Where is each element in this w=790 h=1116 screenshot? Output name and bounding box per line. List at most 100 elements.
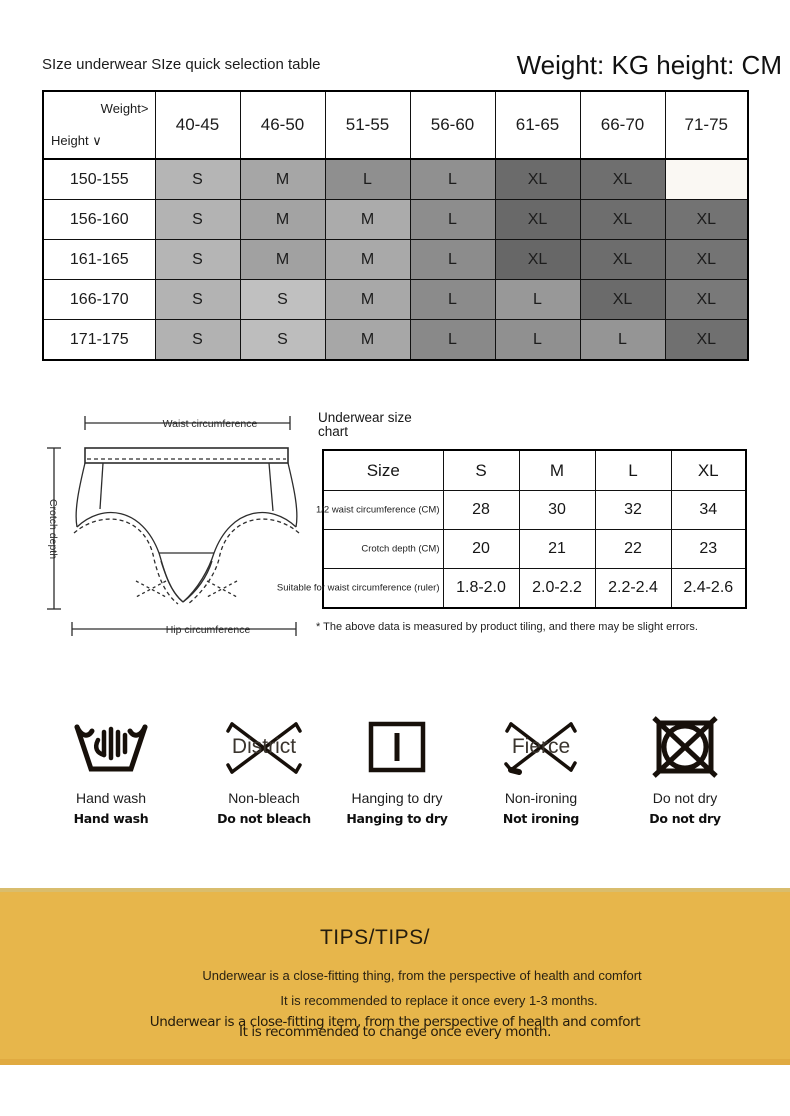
height-row-header: 171-175 bbox=[42, 319, 156, 361]
size-cell: XL bbox=[579, 239, 666, 280]
size-cell: M bbox=[239, 239, 326, 280]
size-cell: L bbox=[494, 319, 581, 361]
size-chart-row: 1/2 waist circumference (CM) 28 30 32 34 bbox=[316, 490, 747, 530]
table-row: 171-175 S S M L L L XL bbox=[42, 319, 749, 361]
size-cell: M bbox=[324, 199, 411, 240]
size-chart-row: Suitable for waist circumference (ruler)… bbox=[277, 568, 747, 609]
size-cell: M bbox=[324, 239, 411, 280]
care-item-no-iron: Fierce Non-ironing Not ironing bbox=[466, 712, 616, 826]
chart-value: 21 bbox=[518, 529, 596, 569]
underwear-measurement-diagram: Waist circumference Crotch depth Hip cir… bbox=[47, 416, 300, 636]
care-label: Hanging to dry bbox=[351, 790, 443, 806]
chart-value: 28 bbox=[442, 490, 520, 530]
size-chart-header: M bbox=[518, 449, 596, 491]
size-cell: M bbox=[324, 319, 411, 361]
care-instructions-row: Hand wash Hand wash District Non-bleach … bbox=[0, 712, 790, 842]
waist-circumference-label: Waist circumference bbox=[163, 418, 258, 430]
height-row-header: 161-165 bbox=[42, 239, 156, 280]
weight-col-header: 71-75 bbox=[664, 90, 749, 160]
size-cell: S bbox=[239, 319, 326, 361]
tips-line: It is recommended to replace it once eve… bbox=[280, 993, 598, 1008]
tips-line: It is recommended to change once every m… bbox=[239, 1024, 551, 1040]
hip-circumference-label: Hip circumference bbox=[166, 624, 251, 636]
weight-col-header: 40-45 bbox=[154, 90, 241, 160]
size-cell: M bbox=[324, 279, 411, 320]
care-label-bold: Hand wash bbox=[73, 811, 149, 826]
size-cell: XL bbox=[664, 199, 749, 240]
chart-value: 20 bbox=[442, 529, 520, 569]
size-chart-table: Size S M L XL 1/2 waist circumference (C… bbox=[277, 449, 747, 609]
height-row-header: 166-170 bbox=[42, 279, 156, 320]
size-cell: XL bbox=[494, 158, 581, 200]
icon-overlay-text: Fierce bbox=[511, 735, 571, 759]
care-item-hand-wash: Hand wash Hand wash bbox=[36, 712, 186, 826]
size-cell: S bbox=[154, 158, 241, 200]
tips-banner: TIPS/TIPS/ Underwear is a close-fitting … bbox=[0, 888, 790, 1065]
corner-height-label: Height ∨ bbox=[51, 133, 102, 148]
size-cell: XL bbox=[664, 239, 749, 280]
size-cell: XL bbox=[579, 158, 666, 200]
table-row: 156-160 S M M L XL XL XL bbox=[42, 199, 749, 240]
care-item-do-not-dry: Do not dry Do not dry bbox=[610, 712, 760, 826]
size-chart-header-row: Size S M L XL bbox=[322, 449, 747, 491]
size-chart-title: Underwear size chart bbox=[318, 410, 412, 439]
size-cell: S bbox=[239, 279, 326, 320]
care-item-hang-dry: Hanging to dry Hanging to dry bbox=[322, 712, 472, 826]
care-label: Hand wash bbox=[75, 790, 147, 806]
size-cell: XL bbox=[579, 199, 666, 240]
table-row: 150-155 S M L L XL XL bbox=[42, 158, 749, 200]
size-cell: L bbox=[409, 319, 496, 361]
row-label: 1/2 waist circumference (CM) bbox=[315, 504, 440, 516]
chart-value: 2.0-2.2 bbox=[518, 568, 596, 609]
care-label-bold: Not ironing bbox=[502, 811, 580, 826]
weight-col-header: 61-65 bbox=[494, 90, 581, 160]
care-label-bold: Hanging to dry bbox=[346, 811, 448, 826]
diagonal-corner-cell: Weight> Height ∨ bbox=[42, 90, 156, 160]
chart-value: 30 bbox=[518, 490, 596, 530]
table-row: 161-165 S M M L XL XL XL bbox=[42, 239, 749, 280]
size-cell: M bbox=[239, 158, 326, 200]
hang-dry-icon bbox=[368, 721, 426, 773]
chart-value: 2.2-2.4 bbox=[594, 568, 672, 609]
icon-overlay-text: District bbox=[231, 735, 297, 759]
weight-col-header: 46-50 bbox=[239, 90, 326, 160]
size-cell: XL bbox=[494, 239, 581, 280]
chart-value: 32 bbox=[594, 490, 672, 530]
size-cell: L bbox=[409, 279, 496, 320]
size-cell: XL bbox=[494, 199, 581, 240]
size-cell: XL bbox=[579, 279, 666, 320]
height-row-header: 150-155 bbox=[42, 158, 156, 200]
size-cell: S bbox=[154, 319, 241, 361]
size-chart-row: Crotch depth (CM) 20 21 22 23 bbox=[322, 529, 747, 569]
size-chart-header: L bbox=[594, 449, 672, 491]
care-label: Non-bleach bbox=[228, 790, 300, 806]
size-cell: L bbox=[324, 158, 411, 200]
page-title: SIze underwear SIze quick selection tabl… bbox=[42, 56, 321, 73]
size-cell: L bbox=[409, 158, 496, 200]
hand-wash-icon bbox=[74, 724, 148, 772]
size-chart-header: XL bbox=[670, 449, 747, 491]
size-cell: M bbox=[239, 199, 326, 240]
size-cell: L bbox=[409, 199, 496, 240]
size-cell: L bbox=[579, 319, 666, 361]
chart-value: 1.8-2.0 bbox=[442, 568, 520, 609]
row-label: Suitable for waist circumference (ruler) bbox=[276, 582, 440, 594]
weight-col-header: 66-70 bbox=[579, 90, 666, 160]
size-cell: S bbox=[154, 279, 241, 320]
height-row-header: 156-160 bbox=[42, 199, 156, 240]
care-label-bold: Do not dry bbox=[649, 811, 721, 826]
row-label: Crotch depth (CM) bbox=[361, 543, 440, 555]
size-cell: XL bbox=[664, 279, 749, 320]
crotch-depth-label: Crotch depth bbox=[47, 499, 59, 559]
chart-value: 23 bbox=[670, 529, 747, 569]
tips-line: Underwear is a close-fitting item, from … bbox=[149, 1014, 641, 1030]
measurement-footnote: * The above data is measured by product … bbox=[316, 621, 698, 633]
chart-value: 22 bbox=[594, 529, 672, 569]
units-heading: Weight: KG height: CM bbox=[516, 50, 782, 80]
no-tumble-dry-icon bbox=[652, 716, 718, 778]
chart-value: 34 bbox=[670, 490, 747, 530]
size-cell: XL bbox=[664, 319, 749, 361]
size-cell: L bbox=[409, 239, 496, 280]
size-chart-header: S bbox=[442, 449, 520, 491]
